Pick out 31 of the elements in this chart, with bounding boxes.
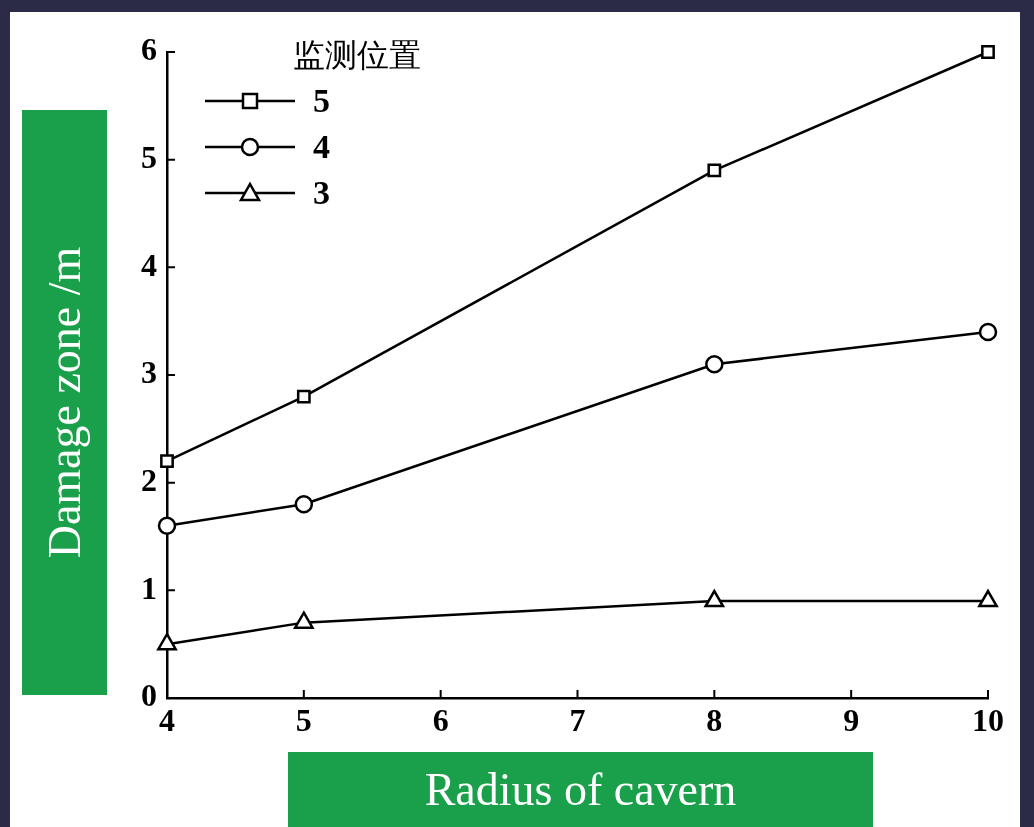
y-tick-label: 6 (141, 31, 157, 68)
y-tick-label: 4 (141, 246, 157, 283)
x-tick-label: 6 (432, 702, 449, 739)
point (160, 454, 174, 469)
x-axis-title: Radius of cavern (288, 752, 873, 827)
y-tick-label: 1 (141, 569, 157, 606)
y-tick-label: 5 (141, 138, 157, 175)
point (293, 611, 314, 629)
x-tick-label: 5 (295, 702, 312, 739)
y-tick-label: 3 (141, 354, 157, 391)
point (704, 589, 725, 608)
point (157, 516, 177, 535)
point (294, 494, 314, 514)
point (707, 163, 722, 178)
y-tick-label: 0 (141, 677, 157, 714)
legend-label: 5 (313, 82, 330, 120)
y-axis-title: Damage zone /m (38, 246, 91, 559)
x-tick-label: 7 (569, 702, 586, 739)
y-tick-label: 2 (141, 461, 157, 498)
x-tick-label: 10 (972, 702, 1004, 739)
point (978, 589, 998, 608)
point (981, 45, 995, 59)
legend-label: 4 (313, 128, 330, 166)
point (978, 322, 998, 342)
legend-label: 3 (313, 174, 330, 212)
point (705, 354, 724, 374)
x-tick-label: 9 (843, 702, 860, 739)
legend-title: 监测位置 (293, 35, 421, 76)
point (296, 389, 311, 404)
point (157, 632, 177, 651)
x-tick-label: 8 (706, 702, 723, 739)
